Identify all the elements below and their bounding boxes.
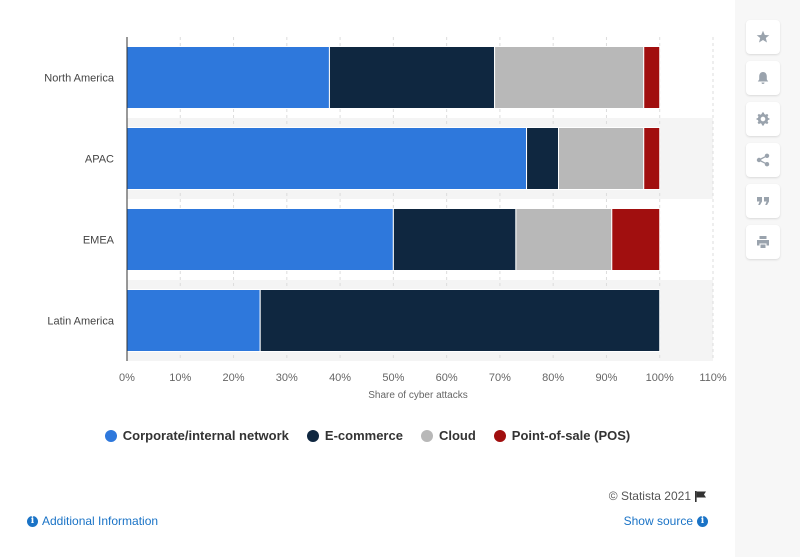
chart-panel: 0% 10% 20% 30% 40% 50% 60% 70% 80% 90% 100% 110% Nor…: [0, 37, 735, 528]
x-tick-label: 40%: [329, 372, 351, 384]
chart-toolbar: [746, 20, 780, 266]
legend-item-cloud[interactable]: Cloud: [420, 428, 476, 443]
bar-segment: [259, 289, 661, 352]
legend-marker: [420, 429, 433, 442]
x-tick-label: 110%: [699, 372, 727, 384]
share-button[interactable]: [746, 143, 780, 177]
x-tick-label: 70%: [489, 372, 511, 384]
bar-segment: [515, 208, 613, 271]
x-tick-label: 50%: [382, 372, 404, 384]
legend-label: Point-of-sale (POS): [511, 428, 631, 443]
legend-marker: [306, 429, 319, 442]
y-category-label: APAC: [85, 154, 114, 166]
legend-item-corporate[interactable]: Corporate/internal network: [104, 428, 289, 443]
y-category-label: Latin America: [47, 316, 115, 328]
bar-segment: [526, 127, 560, 190]
flag-icon: [695, 490, 706, 502]
legend-item-pos[interactable]: Point-of-sale (POS): [493, 428, 631, 443]
show-source-link[interactable]: Show source i: [624, 514, 708, 528]
credit-text: © Statista 2021: [608, 489, 691, 503]
print-button[interactable]: [746, 225, 780, 259]
x-tick-label: 100%: [646, 372, 674, 384]
share-icon: [756, 153, 770, 167]
bar-segment: [328, 46, 496, 109]
x-tick-label: 80%: [542, 372, 564, 384]
chart-legend: Corporate/internal network E-commerce Cl…: [0, 428, 735, 443]
legend-item-ecommerce[interactable]: E-commerce: [306, 428, 403, 443]
gear-icon: [756, 112, 770, 126]
x-tick-label: 90%: [595, 372, 617, 384]
additional-information-link[interactable]: i Additional Information: [27, 514, 158, 528]
x-tick-label: 0%: [119, 372, 135, 384]
bar-segment: [494, 46, 645, 109]
legend-label: E-commerce: [324, 428, 403, 443]
bar-segment: [643, 46, 661, 109]
notification-button[interactable]: [746, 61, 780, 95]
legend-marker: [104, 429, 117, 442]
y-category-label: North America: [44, 73, 115, 85]
legend-marker: [493, 429, 506, 442]
info-icon: i: [27, 515, 38, 527]
y-category-label: EMEA: [83, 235, 115, 247]
bar-segment: [126, 127, 528, 190]
x-tick-label: 60%: [436, 372, 458, 384]
quote-icon: [757, 197, 769, 205]
favorite-button[interactable]: [746, 20, 780, 54]
bar-segment: [643, 127, 661, 190]
bar-segment: [558, 127, 645, 190]
bar-segment: [392, 208, 517, 271]
bar-segment: [611, 208, 661, 271]
stacked-bar-chart: 0% 10% 20% 30% 40% 50% 60% 70% 80% 90% 100% 110% Nor…: [44, 37, 727, 401]
x-axis-title: Share of cyber attacks: [368, 390, 468, 401]
x-tick-label: 10%: [169, 372, 191, 384]
print-icon: [757, 236, 769, 248]
settings-button[interactable]: [746, 102, 780, 136]
x-tick-label: 30%: [276, 372, 298, 384]
star-icon: [756, 30, 770, 43]
bar-segment: [126, 289, 261, 352]
legend-label: Corporate/internal network: [122, 428, 289, 443]
x-tick-label: 20%: [223, 372, 245, 384]
bar-segment: [126, 46, 330, 109]
show-source-label: Show source: [623, 514, 693, 528]
info-icon: i: [697, 515, 708, 527]
legend-label: Cloud: [438, 428, 476, 443]
bell-icon: [757, 72, 769, 84]
bar-segment: [126, 208, 394, 271]
cite-button[interactable]: [746, 184, 780, 218]
statista-credit[interactable]: © Statista 2021: [609, 489, 707, 503]
additional-information-label: Additional Information: [42, 514, 159, 528]
